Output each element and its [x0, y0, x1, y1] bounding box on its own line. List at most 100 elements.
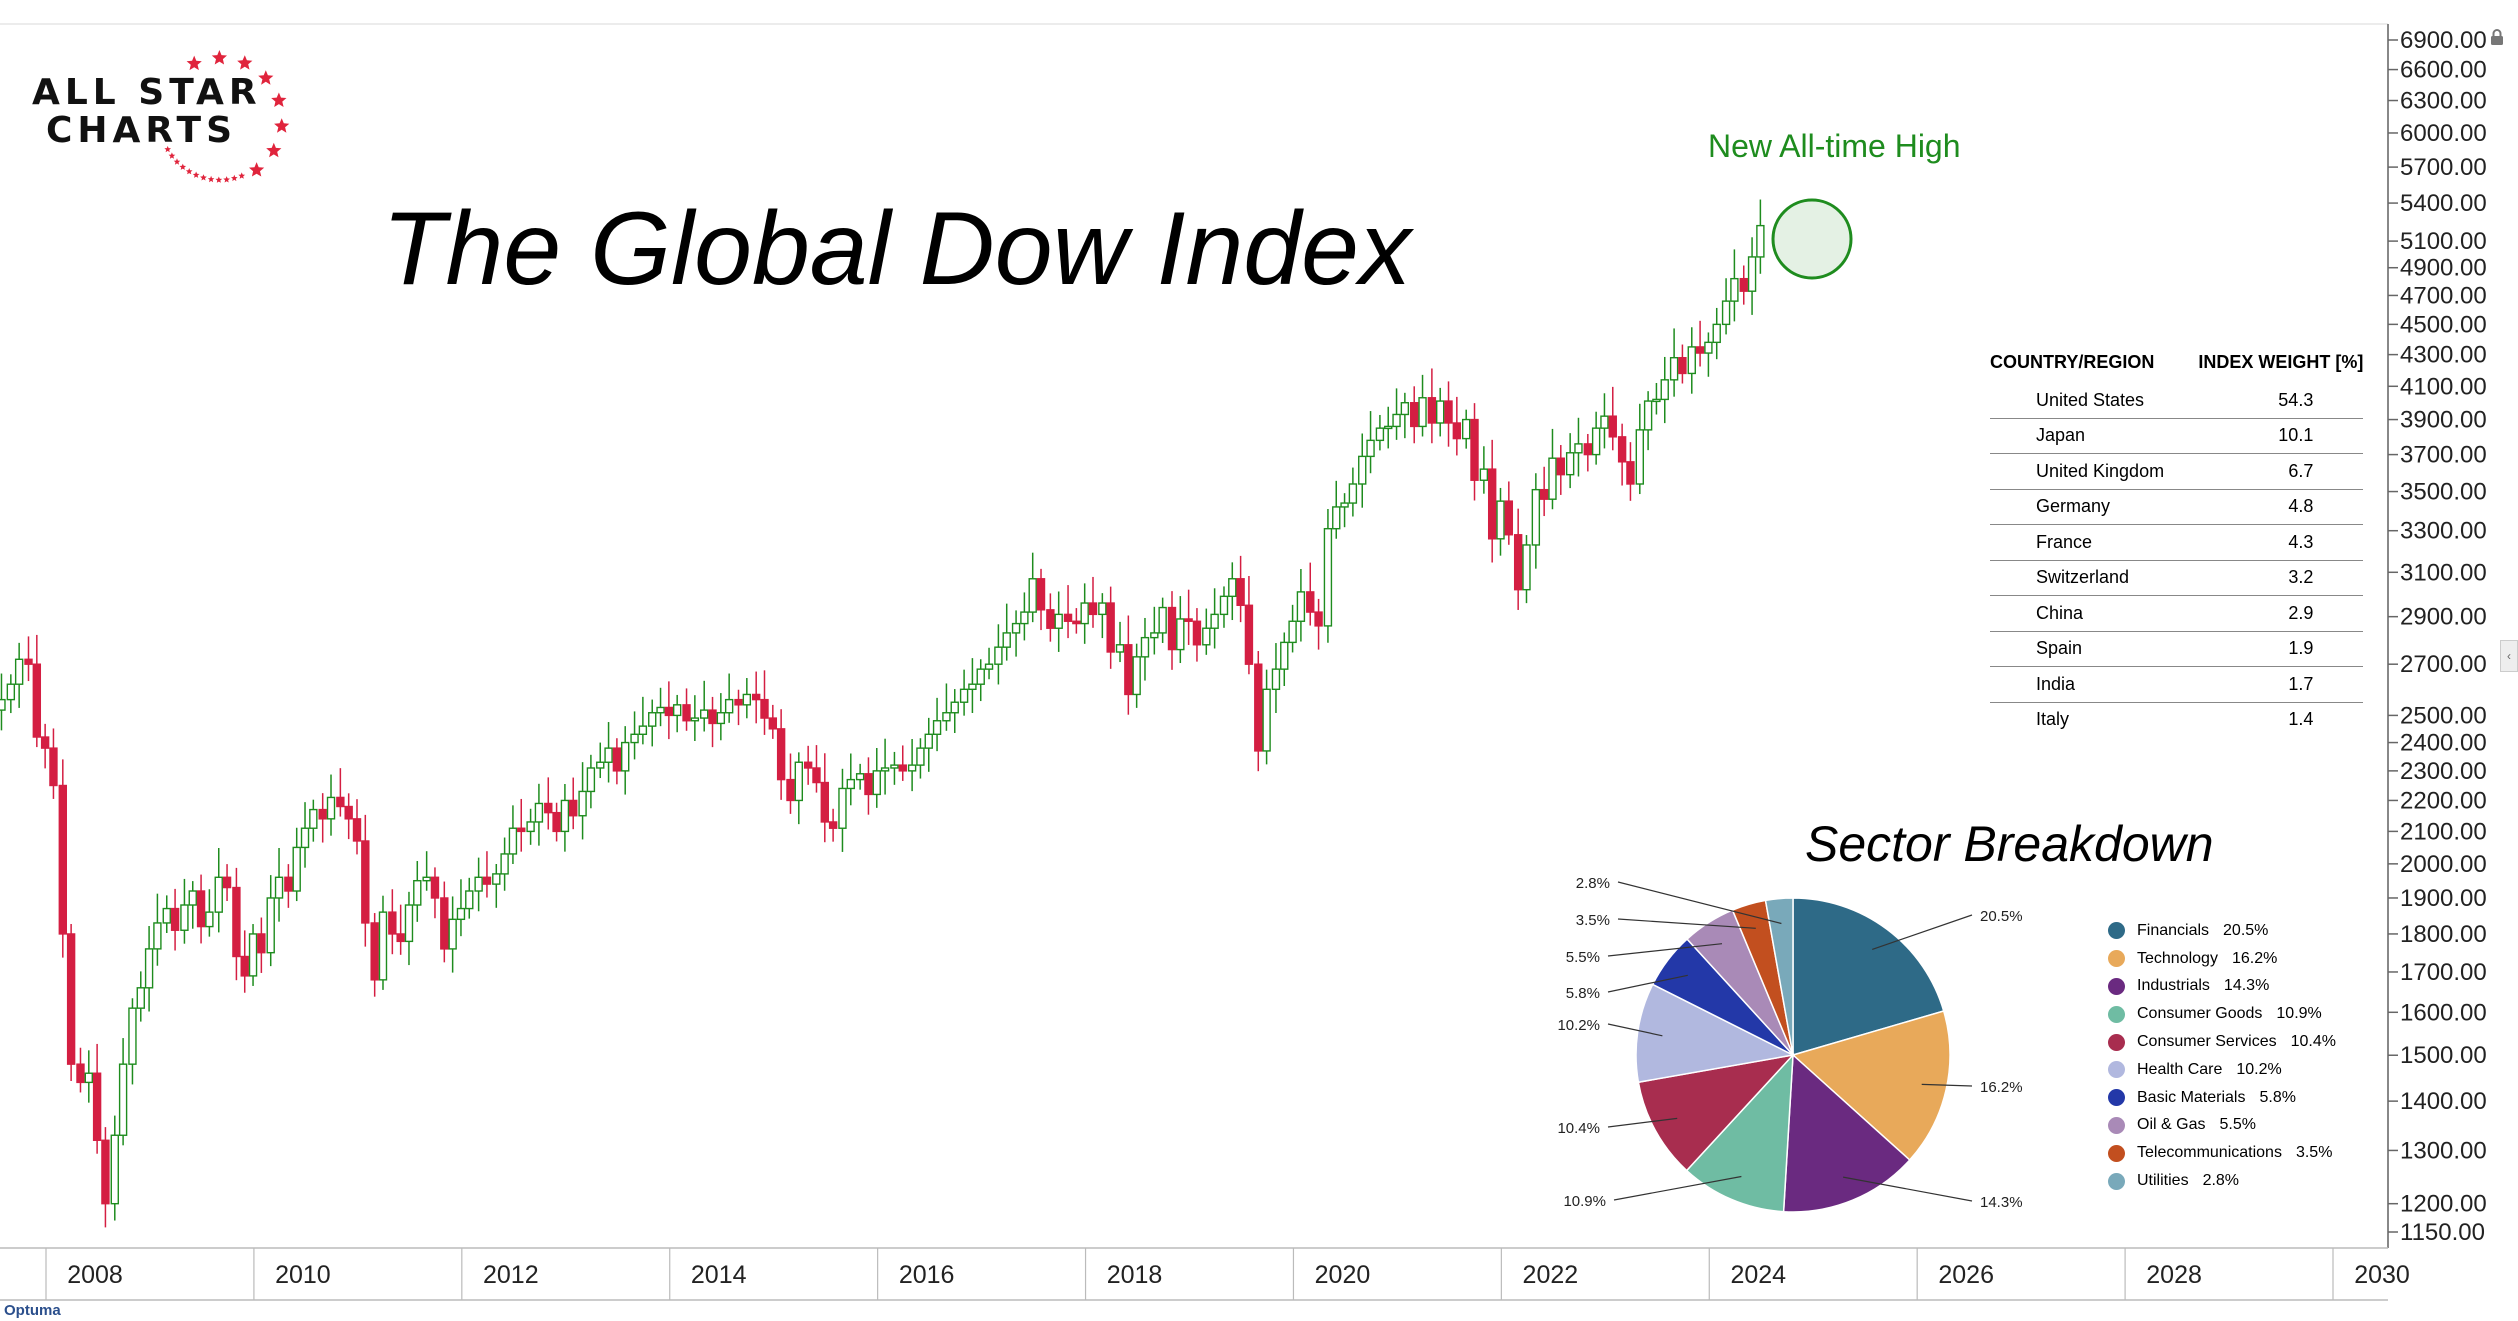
legend-item: Financials 20.5% — [2108, 917, 2336, 945]
legend-name: Basic Materials — [2137, 1088, 2246, 1106]
country-weight: 54.3 — [2198, 383, 2364, 419]
country-name: Switzerland — [1990, 560, 2199, 596]
candle-up — [638, 725, 648, 735]
candle-down — [1470, 418, 1479, 481]
x-tick-label: 2014 — [691, 1261, 747, 1289]
candle-down — [1504, 500, 1514, 536]
legend-value: 10.4% — [2290, 1033, 2336, 1051]
candle-up — [1400, 402, 1410, 416]
country-name: France — [1990, 524, 2199, 561]
lock-icon[interactable] — [2488, 28, 2506, 46]
sector-legend: Financials 20.5% Technology 16.2% Industrial… — [2108, 917, 2336, 1195]
candle-up — [1565, 452, 1575, 476]
candle-up — [1574, 443, 1583, 454]
country-name: Italy — [2036, 709, 2070, 730]
pie-slice-label: 5.8% — [1566, 985, 1600, 1002]
candle-down — [318, 808, 327, 820]
candle-up — [413, 879, 422, 906]
table-row: Germany 4.8 — [1990, 489, 2364, 525]
pie-slice — [1782, 1053, 1911, 1213]
y-tick-label: 4900.00 — [2400, 255, 2487, 282]
collapse-panel-tab[interactable]: ‹ — [2500, 640, 2518, 672]
table-row: Spain 1.9 — [1990, 631, 2364, 667]
y-tick-label: 2400.00 — [2400, 730, 2487, 757]
candle-up — [872, 770, 881, 796]
candle-up — [586, 767, 596, 793]
candle-up — [1687, 346, 1696, 375]
legend-name: Utilities — [2137, 1172, 2189, 1190]
table-header-row: COUNTRY/REGION INDEX WEIGHT [%] — [1990, 352, 2363, 383]
candle-up — [880, 767, 890, 772]
candle-down — [812, 767, 821, 784]
candle-up — [596, 761, 605, 769]
candle-up — [716, 712, 726, 725]
legend-swatch — [2108, 977, 2125, 995]
legend-item: Industrials 14.3% — [2108, 973, 2336, 1001]
candle-up — [500, 853, 509, 875]
candle-down — [336, 796, 345, 808]
candle-down — [544, 802, 553, 814]
country-weight: 1.9 — [2198, 631, 2364, 667]
candle-down — [803, 761, 813, 769]
candle-down — [232, 886, 241, 958]
y-tick-label: 2700.00 — [2400, 651, 2487, 678]
country-weight: 10.1 — [2198, 418, 2364, 454]
candle-down — [517, 827, 526, 833]
pie-leader-line — [1613, 1175, 1742, 1201]
candle-up — [456, 907, 466, 921]
candle-down — [1063, 613, 1073, 622]
candle-up — [0, 698, 6, 711]
legend-name: Telecommunications — [2137, 1144, 2282, 1162]
logo-star — [258, 70, 274, 85]
candle-up — [266, 897, 275, 954]
pie-slice-label: 3.5% — [1576, 912, 1610, 929]
legend-item: Consumer Services 10.4% — [2108, 1028, 2336, 1056]
logo-star — [179, 163, 187, 170]
candle-up — [378, 911, 388, 981]
candle-down — [1695, 346, 1705, 354]
candle-up — [1332, 506, 1341, 530]
candle-up — [1176, 618, 1185, 651]
pie-leader-line — [1872, 914, 1973, 950]
country-name: United Kingdom — [1990, 453, 2199, 490]
legend-item: Basic Materials 5.8% — [2108, 1084, 2336, 1112]
candle-up — [724, 698, 734, 714]
legend-item: Technology 16.2% — [2108, 945, 2336, 973]
legend-value: 3.5% — [2295, 1144, 2333, 1162]
candle-down — [751, 693, 761, 701]
logo-star — [231, 174, 238, 182]
candle-up — [1531, 488, 1541, 546]
logo-star — [186, 55, 202, 71]
table-row: China 2.9 — [1990, 595, 2364, 632]
country-weight: 6.7 — [2198, 453, 2364, 490]
candle-up — [1280, 641, 1289, 670]
candle-down — [344, 805, 353, 820]
candle-up — [205, 911, 214, 928]
candle-up — [1660, 379, 1669, 401]
y-tick-label: 1500.00 — [2400, 1042, 2487, 1069]
table-row: Italy 1.4 — [1990, 702, 2363, 737]
pie-slice-label: 10.9% — [1563, 1193, 1606, 1210]
candle-down — [49, 747, 58, 787]
country-name: China — [1990, 595, 2199, 632]
y-tick-label: 4700.00 — [2400, 282, 2487, 309]
logo-star — [238, 172, 246, 179]
table-header-weight: INDEX WEIGHT [%] — [2198, 352, 2364, 372]
candle-up — [1132, 656, 1141, 696]
candle-up — [656, 706, 665, 714]
country-weight: 4.8 — [2198, 489, 2364, 525]
pie-slice — [1637, 1053, 1796, 1172]
legend-swatch — [2108, 1033, 2125, 1051]
logo-star — [249, 162, 265, 177]
pie-leader-line — [1607, 974, 1688, 993]
candle-up — [968, 683, 977, 691]
candle-down — [1626, 461, 1635, 485]
country-weight: 2.9 — [2198, 595, 2364, 632]
candle-up — [1115, 644, 1125, 653]
x-tick-label: 2028 — [2146, 1261, 2202, 1289]
y-tick-label: 2000.00 — [2400, 851, 2487, 878]
candle-down — [1046, 609, 1055, 629]
candle-up — [984, 663, 994, 670]
candle-down — [1167, 606, 1177, 651]
table-row: France 4.3 — [1990, 524, 2364, 561]
